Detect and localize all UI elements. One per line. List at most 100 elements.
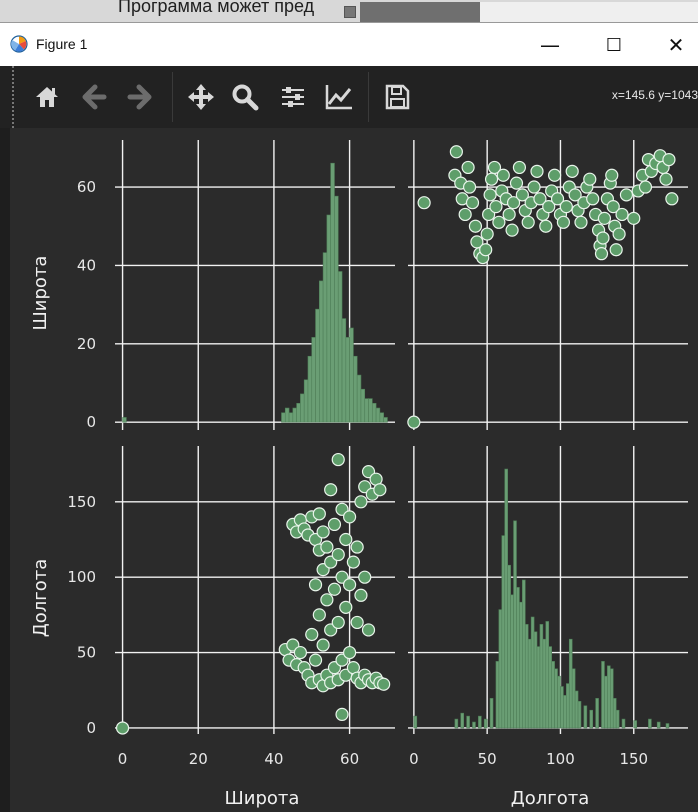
configure-subplots-button[interactable] (276, 80, 310, 114)
scatter-point (331, 452, 345, 467)
close-button[interactable]: ✕ (667, 33, 685, 57)
save-button[interactable] (380, 80, 414, 114)
histogram-bar (516, 587, 520, 729)
scatter-point (550, 192, 565, 206)
y-tick-label: 100 (67, 568, 96, 586)
scatter-point (638, 180, 653, 194)
histogram-bar (284, 407, 290, 423)
maximize-button[interactable]: ☐ (605, 34, 623, 56)
histogram-bar (621, 718, 626, 729)
histogram-bar (353, 355, 358, 423)
histogram-bar (371, 403, 377, 423)
scatter-point (605, 168, 619, 182)
scatter-point (468, 219, 483, 233)
edit-axis-icon (325, 85, 352, 110)
scatter-point (521, 215, 535, 229)
cursor-coordinates: x=145.6 y=1043 (611, 88, 698, 102)
y-tick-label: 40 (77, 256, 96, 274)
scatter-point (339, 532, 353, 547)
scatter-point (358, 570, 372, 584)
zoom-button[interactable] (228, 80, 262, 114)
y-axis-label-1: Долгота (30, 559, 51, 638)
pan-button[interactable] (184, 80, 218, 114)
x-tick-label: 20 (189, 750, 208, 768)
scatter-point (354, 495, 368, 509)
scatter-point (483, 188, 497, 202)
window-left-edge (0, 128, 10, 812)
scatter-point (502, 207, 516, 222)
histogram-bar (288, 412, 294, 423)
forward-button[interactable] (124, 80, 158, 114)
histogram-bar (383, 417, 388, 423)
pan-icon (188, 84, 214, 110)
zoom-icon (232, 84, 259, 111)
scatter-point (327, 517, 342, 532)
scatter-point (308, 578, 323, 592)
histogram-bar (536, 646, 541, 729)
back-button[interactable] (76, 80, 110, 114)
scatter-point (308, 653, 323, 667)
histogram-bar (122, 417, 127, 423)
scatter-point (335, 707, 349, 721)
scatter-point (489, 200, 503, 214)
scatter-point (316, 638, 330, 652)
scatter-point (487, 160, 502, 175)
histogram-bar (454, 718, 459, 729)
histogram-bar (489, 698, 494, 729)
minimize-button[interactable]: — (540, 33, 560, 57)
histogram-bar (334, 195, 339, 423)
scatter-point (342, 578, 357, 592)
histogram-bar (360, 388, 366, 423)
home-button[interactable] (30, 80, 64, 114)
histogram-bar (577, 701, 582, 729)
histogram-bar (292, 407, 297, 423)
window-title: Figure 1 (36, 36, 88, 52)
edit-axis-button[interactable] (322, 80, 356, 114)
scatter-point (565, 164, 579, 178)
histogram-bar (604, 675, 608, 729)
histogram-bar (507, 564, 511, 729)
histogram-bar (522, 579, 526, 729)
y-tick-label: 20 (77, 335, 96, 353)
scatter-point (496, 168, 510, 182)
histogram-bar (300, 393, 305, 423)
scatter-point (505, 223, 519, 237)
scatter-point (312, 608, 326, 622)
figure-background (10, 128, 698, 812)
scatter-point (350, 615, 364, 630)
scatter-point (492, 215, 506, 229)
x-axis-label-1: Долгота (511, 788, 590, 809)
x-tick-label: 60 (340, 750, 359, 768)
histogram-bar (498, 609, 503, 729)
window-titlebar[interactable]: Figure 1 — ☐ ✕ (0, 22, 698, 67)
scatter-point (324, 483, 338, 497)
x-axis-label-0: Широта (225, 788, 300, 809)
x-tick-label: 40 (264, 750, 283, 768)
histogram-bar (607, 665, 611, 729)
histogram-bar (548, 646, 552, 729)
scatter-point (373, 483, 387, 497)
scatter-point (568, 188, 582, 202)
histogram-bar (665, 723, 670, 729)
scatter-point (542, 200, 556, 214)
scatter-point (515, 188, 529, 202)
histogram-bar (583, 705, 588, 729)
scatter-point (530, 164, 544, 178)
scatter-point (342, 510, 357, 524)
scatter-point (417, 196, 431, 210)
histogram-bar (472, 721, 476, 729)
scatter-point (506, 196, 521, 210)
histogram-bar (595, 698, 599, 729)
y-tick-label: 50 (77, 644, 96, 662)
histogram-bar (557, 675, 561, 729)
histogram-bar (495, 661, 500, 729)
histogram-bar (574, 690, 579, 729)
pairplot-panel (115, 140, 395, 430)
scatter-point (615, 207, 629, 222)
toolbar-grip[interactable] (12, 66, 16, 128)
background-window-strip: Программа может пред (0, 0, 698, 22)
back-icon (82, 84, 107, 110)
histogram-bar (307, 355, 313, 423)
scatter-point (449, 145, 463, 159)
histogram-bar (530, 616, 535, 729)
